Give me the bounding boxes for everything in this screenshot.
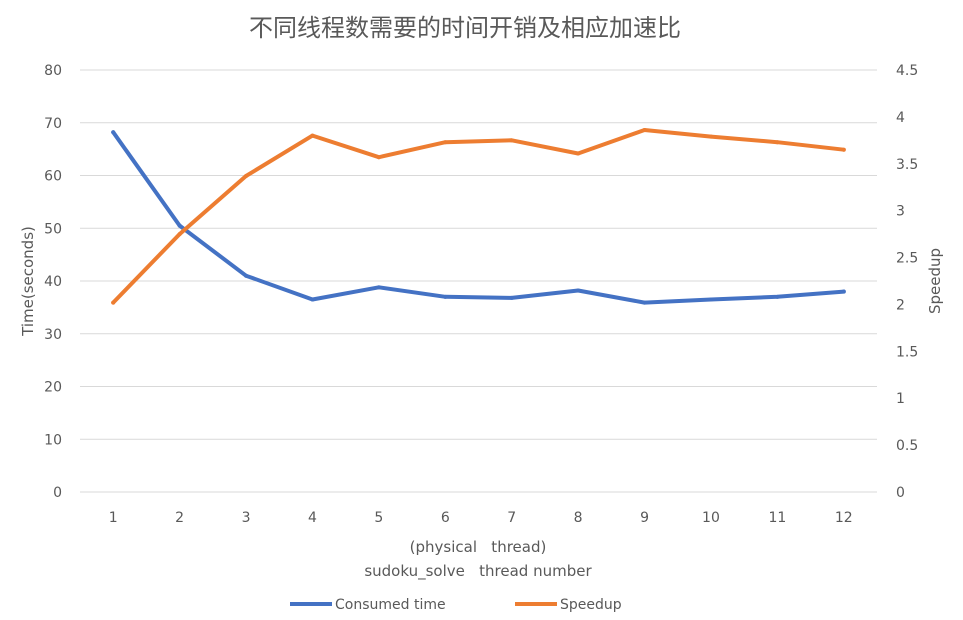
data-point: [642, 128, 647, 133]
x-tick-label: 8: [574, 510, 583, 526]
chart-title: 不同线程数需要的时间开销及相应加速比: [249, 14, 681, 42]
data-point: [177, 223, 182, 228]
x-tick-label: 6: [441, 510, 450, 526]
legend: Consumed time Speedup: [290, 597, 622, 613]
data-point: [111, 130, 116, 135]
data-point: [111, 300, 116, 305]
x-tick-label: 5: [374, 510, 383, 526]
legend-label-consumed-time: Consumed time: [335, 597, 446, 613]
y-tick-label: 50: [44, 221, 62, 237]
data-point: [443, 140, 448, 145]
y-tick-label: 30: [44, 327, 62, 343]
x-axis-title-line2: sudoku_solve thread number: [364, 562, 592, 581]
data-point: [244, 173, 249, 178]
y-tick-label: 70: [44, 116, 62, 132]
x-tick-label: 1: [109, 510, 118, 526]
x-tick-label: 12: [835, 510, 853, 526]
y-tick-label: 10: [44, 432, 62, 448]
data-point: [708, 134, 713, 139]
data-point: [775, 140, 780, 145]
data-point: [576, 288, 581, 293]
x-tick-label: 7: [507, 510, 516, 526]
data-point: [310, 297, 315, 302]
data-point: [244, 273, 249, 278]
y2-tick-label: 0: [896, 485, 905, 501]
y-tick-label: 40: [44, 274, 62, 290]
data-point: [310, 133, 315, 138]
series-lines: [111, 128, 846, 305]
y2-tick-label: 2.5: [896, 251, 918, 267]
x-tick-label: 9: [640, 510, 649, 526]
y2-axis-title: Speedup: [926, 248, 944, 314]
data-point: [708, 297, 713, 302]
data-point: [509, 295, 514, 300]
x-tick-label: 4: [308, 510, 317, 526]
x-tick-label: 2: [175, 510, 184, 526]
data-point: [376, 155, 381, 160]
y-tick-label: 80: [44, 63, 62, 79]
y-tick-label: 60: [44, 169, 62, 185]
data-point: [642, 300, 647, 305]
x-tick-label: 10: [702, 510, 720, 526]
gridlines: [80, 69, 877, 493]
y2-tick-label: 1.5: [896, 344, 918, 360]
y-axis-title: Time(seconds): [19, 226, 37, 337]
data-point: [177, 232, 182, 237]
x-tick-label: 11: [768, 510, 786, 526]
x-axis-ticks: 1 2 3 4 5 6 7 8 9 10 11 12: [109, 510, 853, 526]
data-point: [443, 294, 448, 299]
x-axis-title-line1: (physical thread): [410, 538, 547, 556]
legend-label-speedup: Speedup: [560, 597, 622, 613]
y2-tick-label: 4: [896, 110, 905, 126]
y2-tick-label: 3: [896, 204, 905, 220]
y-tick-label: 0: [53, 485, 62, 501]
data-point: [841, 289, 846, 294]
left-axis-ticks: 0 10 20 30 40 50 60 70 80: [44, 63, 62, 501]
y2-tick-label: 4.5: [896, 63, 918, 79]
data-point: [509, 138, 514, 143]
data-point: [576, 151, 581, 156]
data-point: [775, 294, 780, 299]
y-tick-label: 20: [44, 380, 62, 396]
y2-tick-label: 1: [896, 391, 905, 407]
right-axis-ticks: 0 0.5 1 1.5 2 2.5 3 3.5 4 4.5: [896, 63, 918, 501]
series-line-speedup: [111, 128, 846, 305]
y2-tick-label: 3.5: [896, 157, 918, 173]
data-point: [841, 147, 846, 152]
y2-tick-label: 0.5: [896, 438, 918, 454]
x-tick-label: 3: [242, 510, 251, 526]
series-line-consumed-time: [111, 130, 846, 305]
y2-tick-label: 2: [896, 297, 905, 313]
data-point: [376, 285, 381, 290]
